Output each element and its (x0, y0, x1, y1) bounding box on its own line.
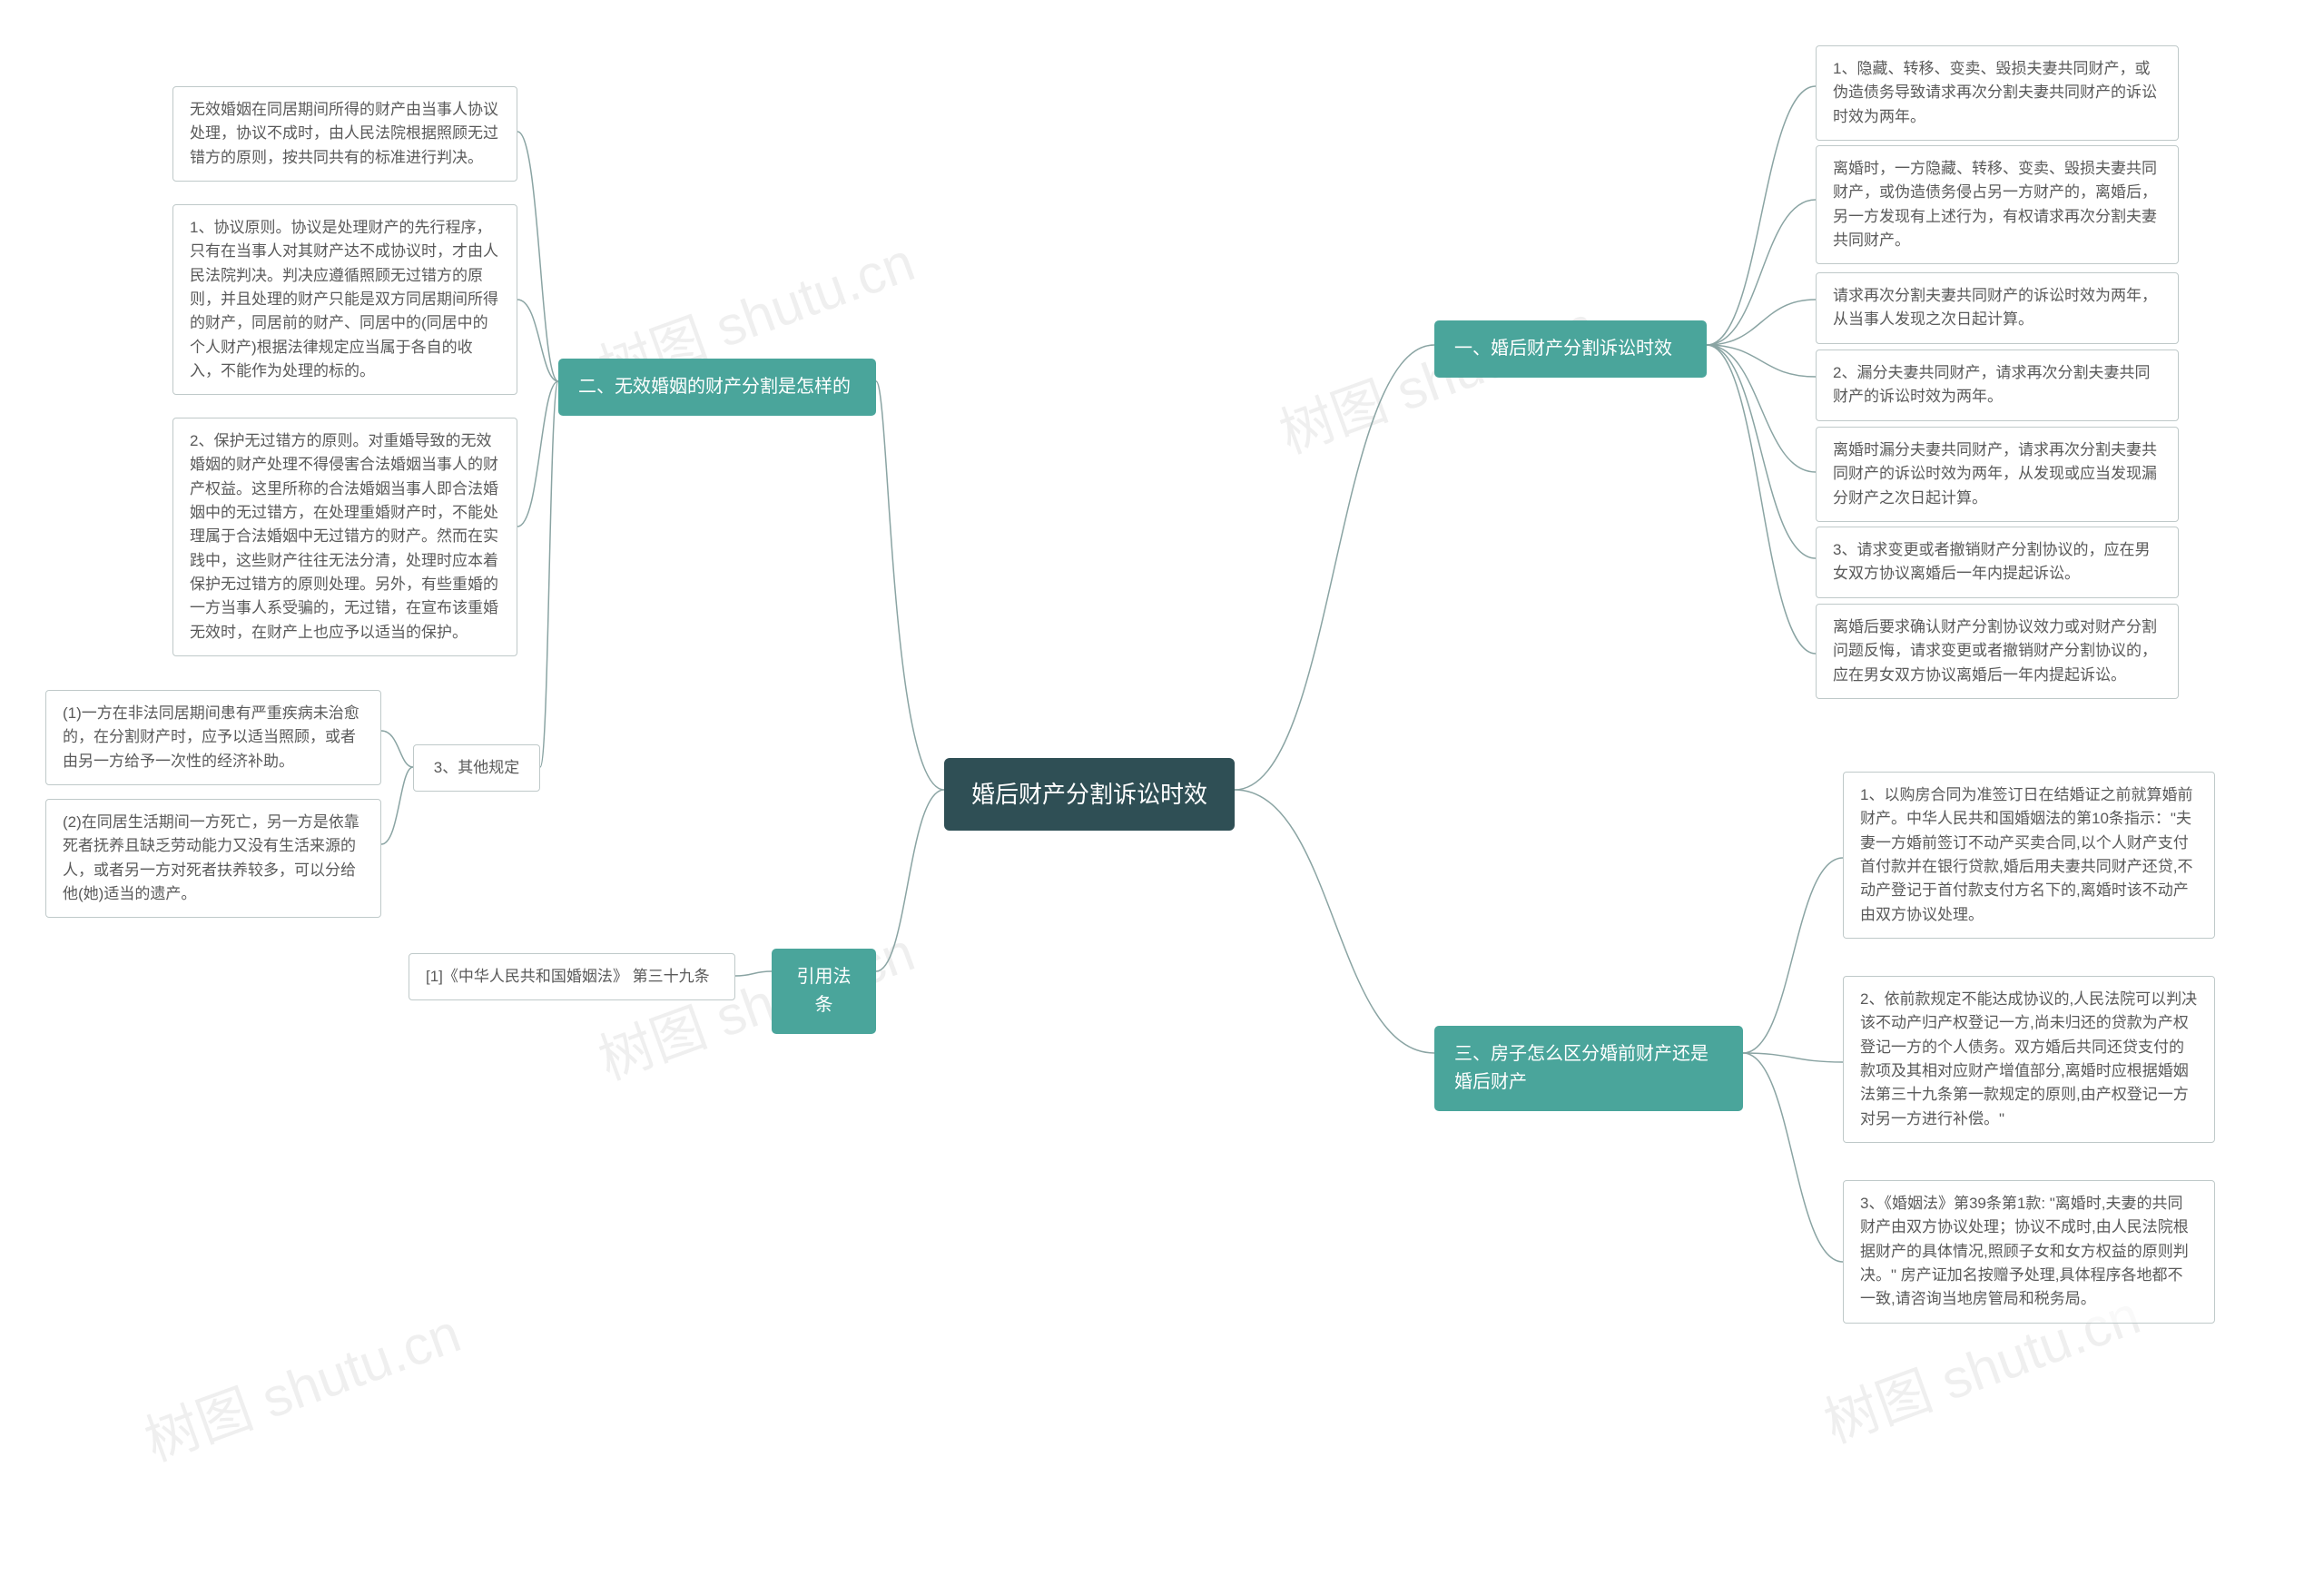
leaf-b1-3: 2、漏分夫妻共同财产，请求再次分割夫妻共同财产的诉讼时效为两年。 (1816, 349, 2179, 421)
leaf-b1-6: 离婚后要求确认财产分割协议效力或对财产分割问题反悔，请求变更或者撤销财产分割协议… (1816, 604, 2179, 699)
branch-b2: 二、无效婚姻的财产分割是怎样的 (558, 359, 876, 416)
leaf-b1-2: 请求再次分割夫妻共同财产的诉讼时效为两年，从当事人发现之次日起计算。 (1816, 272, 2179, 344)
sub-b2: 3、其他规定 (413, 744, 540, 792)
leaf-b2s-1: (2)在同居生活期间一方死亡，另一方是依靠死者抚养且缺乏劳动能力又没有生活来源的… (45, 799, 381, 918)
branch-b4: 引用法条 (772, 949, 876, 1034)
branch-b1: 一、婚后财产分割诉讼时效 (1434, 320, 1707, 378)
leaf-b3-0: 1、以购房合同为准签订日在结婚证之前就算婚前财产。中华人民共和国婚姻法的第10条… (1843, 772, 2215, 939)
leaf-b1-0: 1、隐藏、转移、变卖、毁损夫妻共同财产，或伪造债务导致请求再次分割夫妻共同财产的… (1816, 45, 2179, 141)
leaf-b1-4: 离婚时漏分夫妻共同财产，请求再次分割夫妻共同财产的诉讼时效为两年，从发现或应当发… (1816, 427, 2179, 522)
leaf-b4-0: [1]《中华人民共和国婚姻法》 第三十九条 (409, 953, 735, 1000)
leaf-b2-2: 2、保护无过错方的原则。对重婚导致的无效婚姻的财产处理不得侵害合法婚姻当事人的财… (172, 418, 517, 656)
leaf-b1-5: 3、请求变更或者撤销财产分割协议的，应在男女双方协议离婚后一年内提起诉讼。 (1816, 527, 2179, 598)
leaf-b1-1: 离婚时，一方隐藏、转移、变卖、毁损夫妻共同财产，或伪造债务侵占另一方财产的，离婚… (1816, 145, 2179, 264)
leaf-b2-1: 1、协议原则。协议是处理财产的先行程序，只有在当事人对其财产达不成协议时，才由人… (172, 204, 517, 395)
watermark: 树图 shutu.cn (133, 1289, 469, 1476)
root-node: 婚后财产分割诉讼时效 (944, 758, 1235, 831)
branch-b3: 三、房子怎么区分婚前财产还是婚后财产 (1434, 1026, 1743, 1111)
leaf-b3-2: 3、《婚姻法》第39条第1款: "离婚时,夫妻的共同财产由双方协议处理；协议不成… (1843, 1180, 2215, 1324)
leaf-b2-0: 无效婚姻在同居期间所得的财产由当事人协议处理，协议不成时，由人民法院根据照顾无过… (172, 86, 517, 182)
leaf-b2s-0: (1)一方在非法同居期间患有严重疾病未治愈的，在分割财产时，应予以适当照顾，或者… (45, 690, 381, 785)
leaf-b3-1: 2、依前款规定不能达成协议的,人民法院可以判决该不动产归产权登记一方,尚未归还的… (1843, 976, 2215, 1143)
